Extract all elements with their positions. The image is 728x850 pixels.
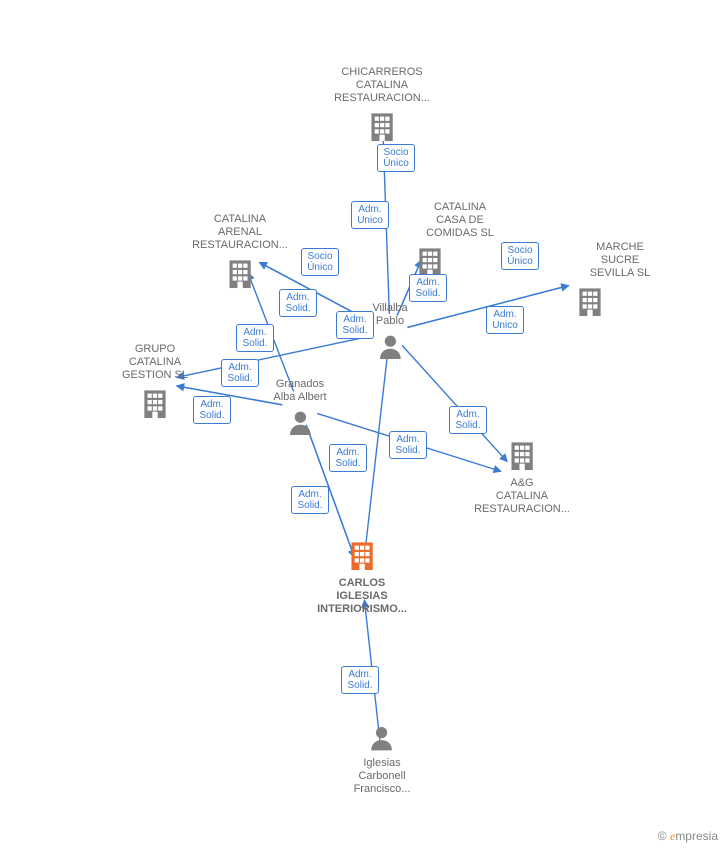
person-icon — [367, 723, 397, 753]
edge-label: Adm. Solid. — [336, 311, 374, 339]
edge-label: Adm. Solid. — [389, 431, 427, 459]
node-label: CARLOS IGLESIAS INTERIORISMO... — [317, 577, 407, 617]
node-label: GRUPO CATALINA GESTION SL — [122, 343, 188, 383]
node-ag[interactable]: A&G CATALINA RESTAURACION... — [474, 439, 570, 517]
credit: © empresia — [658, 829, 718, 844]
edge-label: Socio Único — [301, 248, 339, 276]
edge-label: Socio Único — [377, 144, 415, 172]
edge-label: Adm. Solid. — [341, 666, 379, 694]
building-icon — [345, 539, 379, 573]
node-villalba[interactable]: Villalba Pablo — [372, 302, 407, 362]
building-icon — [365, 110, 399, 144]
node-label: MARCHE SUCRE SEVILLA SL — [550, 241, 690, 281]
building-icon — [223, 257, 257, 291]
building-icon — [573, 285, 607, 319]
building-icon — [138, 387, 172, 421]
node-iglesias[interactable]: Iglesias Carbonell Francisco... — [354, 723, 411, 797]
node-grupo[interactable]: GRUPO CATALINA GESTION SL — [122, 343, 188, 421]
node-marche[interactable]: MARCHE SUCRE SEVILLA SL — [520, 241, 660, 319]
node-chicarreros[interactable]: CHICARREROS CATALINA RESTAURACION... — [334, 66, 430, 144]
node-label: Iglesias Carbonell Francisco... — [354, 757, 411, 797]
edge-label: Adm. Solid. — [291, 486, 329, 514]
edge-label: Adm. Solid. — [236, 324, 274, 352]
node-label: A&G CATALINA RESTAURACION... — [474, 477, 570, 517]
edge-label: Adm. Solid. — [221, 359, 259, 387]
copyright-symbol: © — [658, 829, 667, 843]
building-icon — [505, 439, 539, 473]
node-label: CATALINA ARENAL RESTAURACION... — [192, 213, 288, 253]
node-label: Granados Alba Albert — [273, 378, 326, 404]
edge-label: Adm. Solid. — [409, 274, 447, 302]
node-granados[interactable]: Granados Alba Albert — [273, 378, 326, 438]
node-label: CHICARREROS CATALINA RESTAURACION... — [334, 66, 430, 106]
brand-rest: mpresia — [675, 829, 718, 843]
person-icon — [285, 408, 315, 438]
person-icon — [375, 332, 405, 362]
edge-label: Adm. Solid. — [449, 406, 487, 434]
edge-label: Adm. Solid. — [329, 444, 367, 472]
edge — [364, 350, 387, 556]
node-label: CATALINA CASA DE COMIDAS SL — [390, 201, 530, 241]
edge-label: Adm. Solid. — [279, 289, 317, 317]
node-focal[interactable]: CARLOS IGLESIAS INTERIORISMO... — [317, 539, 407, 617]
edge-label: Adm. Unico — [486, 306, 524, 334]
node-label: Villalba Pablo — [372, 302, 407, 328]
edge-label: Socio Único — [501, 242, 539, 270]
edge-label: Adm. Unico — [351, 201, 389, 229]
edge-label: Adm. Solid. — [193, 396, 231, 424]
node-cat_arenal[interactable]: CATALINA ARENAL RESTAURACION... — [192, 213, 288, 291]
